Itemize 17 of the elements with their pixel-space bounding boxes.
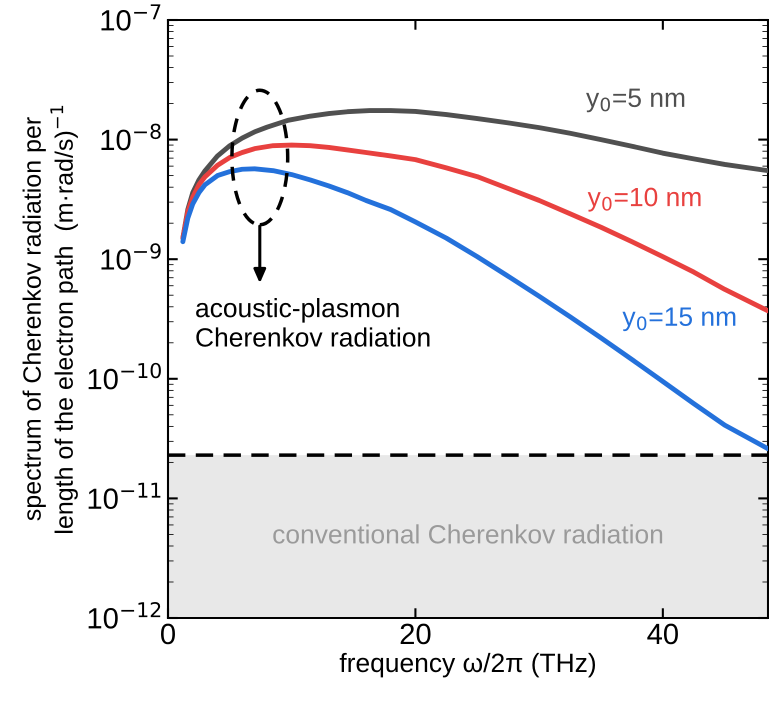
x-axis-title: frequency ω/2π (THz) (340, 652, 596, 678)
y-tick-label: 10$^{−8}$ (101, 124, 161, 150)
series-label: y$_{0}$=5 nm (586, 88, 684, 112)
y-axis-title: spectrum of Cherenkov radiation per length of the electron path (m·rad/s)$^{−1}$ (22, 106, 78, 533)
annotation: acoustic-plasmon Cherenkov radiation (196, 298, 430, 347)
x-tick-label: 40 (647, 624, 678, 644)
x-tick-label: 20 (400, 624, 431, 644)
series-label: y$_{0}$=15 nm (622, 308, 736, 332)
y-tick-label: 10$^{−7}$ (101, 4, 160, 31)
y-tick-label: 10$^{−12}$ (88, 602, 160, 629)
y-tick-label: 10$^{−10}$ (88, 362, 161, 390)
x-tick-label: 0 (161, 624, 175, 644)
band-label: conventional Cherenkov radiation (273, 524, 662, 544)
y-tick-label: 10$^{−9}$ (101, 243, 161, 270)
y-tick-label: 10$^{−11}$ (88, 482, 160, 510)
series-label: y$_{0}$=10 nm (588, 188, 701, 212)
line-series (180, 166, 768, 452)
